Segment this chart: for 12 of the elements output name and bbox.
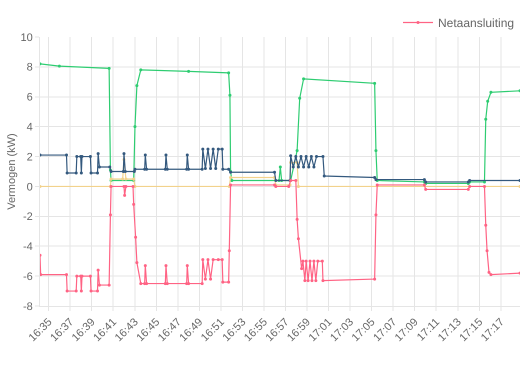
y-tick-label: 4 xyxy=(26,122,33,134)
y-tick-label: 8 xyxy=(26,62,33,74)
y-tick-label: -4 xyxy=(23,241,33,254)
legend-label: Netaansluiting xyxy=(438,16,514,30)
y-tick-label: -6 xyxy=(23,270,33,283)
y-tick-label: -8 xyxy=(23,300,33,313)
y-tick-label: 2 xyxy=(26,151,33,164)
y-tick-label: 6 xyxy=(26,92,33,104)
y-axis-title: Vermogen (kW) xyxy=(6,133,18,210)
y-tick-label: 10 xyxy=(20,32,33,44)
y-tick-label: 0 xyxy=(26,181,33,194)
y-tick-label: -2 xyxy=(23,211,33,224)
